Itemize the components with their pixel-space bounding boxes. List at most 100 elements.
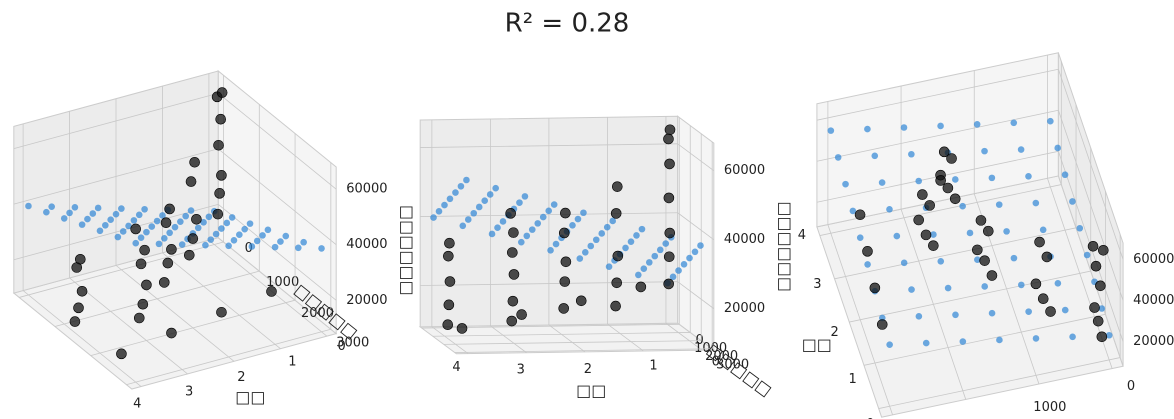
predicted-point xyxy=(205,213,213,221)
observed-point xyxy=(575,295,587,307)
observed-point xyxy=(935,175,946,186)
predicted-point xyxy=(834,154,842,161)
observed-point xyxy=(73,302,84,314)
predicted-point xyxy=(539,213,547,221)
predicted-point xyxy=(132,239,140,247)
chart-title: R² = 0.28 xyxy=(505,9,630,39)
predicted-point xyxy=(635,271,642,279)
observed-point xyxy=(443,299,455,311)
observed-point xyxy=(456,323,468,334)
observed-point xyxy=(508,227,519,238)
predicted-point xyxy=(178,241,186,248)
grid-line xyxy=(849,270,1091,323)
observed-point xyxy=(76,285,88,297)
observed-point xyxy=(444,276,456,287)
predicted-point xyxy=(177,218,184,225)
observed-point xyxy=(508,269,520,280)
observed-point xyxy=(130,223,142,235)
grid-line xyxy=(677,143,715,172)
predicted-point xyxy=(43,208,50,216)
z-tick-label: 40000 xyxy=(346,237,387,252)
observed-point xyxy=(506,315,518,327)
x-tick-label: 1 xyxy=(288,355,296,370)
observed-point xyxy=(560,256,572,268)
observed-point xyxy=(975,215,987,226)
predicted-point xyxy=(271,243,279,251)
grid-line xyxy=(863,313,1106,366)
predicted-point xyxy=(598,230,606,237)
predicted-point xyxy=(494,224,501,232)
observed-point xyxy=(1030,278,1042,290)
grid-line xyxy=(548,324,586,353)
predicted-point xyxy=(622,244,629,252)
grid-line xyxy=(677,281,715,309)
observed-point xyxy=(443,250,454,262)
grid-line xyxy=(816,109,1059,162)
predicted-point xyxy=(187,207,195,214)
predicted-point xyxy=(930,231,937,238)
predicted-point xyxy=(430,214,437,221)
z-tick-label: 60000 xyxy=(346,182,387,197)
observed-point xyxy=(216,170,227,181)
x-tick-label: 3 xyxy=(813,277,821,292)
predicted-point xyxy=(207,236,215,243)
predicted-point xyxy=(1032,335,1040,342)
observed-point xyxy=(663,251,675,263)
predicted-point xyxy=(587,242,595,250)
predicted-point xyxy=(1025,308,1032,315)
z-axis-label: □□□□□□ xyxy=(396,205,415,296)
observed-point xyxy=(1045,306,1056,317)
predicted-point xyxy=(1003,228,1010,235)
predicted-point xyxy=(966,229,974,237)
predicted-point xyxy=(475,203,483,211)
y-tick-label: 1000 xyxy=(1033,400,1066,415)
predicted-point xyxy=(952,311,959,319)
predicted-point xyxy=(640,265,648,272)
observed-point xyxy=(917,189,928,200)
observed-point xyxy=(214,188,225,199)
observed-point xyxy=(942,182,954,194)
observed-point xyxy=(1037,293,1049,305)
x-axis-label: □□ xyxy=(802,335,832,354)
pane xyxy=(677,115,715,351)
predicted-point xyxy=(609,217,617,225)
predicted-point xyxy=(1010,119,1018,127)
predicted-point xyxy=(1047,117,1054,125)
observed-point xyxy=(972,244,983,256)
grid-line xyxy=(443,340,702,345)
observed-point xyxy=(187,233,199,244)
predicted-point xyxy=(264,226,272,234)
predicted-point xyxy=(107,216,114,224)
y-tick-label: 0 xyxy=(245,241,253,256)
y-tick-label: 2000 xyxy=(705,349,738,364)
observed-point xyxy=(663,192,675,204)
observed-point xyxy=(928,240,939,251)
observed-point xyxy=(862,246,873,257)
predicted-point xyxy=(102,221,109,229)
observed-point xyxy=(213,139,224,151)
observed-point xyxy=(160,217,172,229)
predicted-point xyxy=(141,205,148,213)
predicted-point xyxy=(1061,306,1069,314)
predicted-point xyxy=(441,201,448,209)
observed-point xyxy=(635,281,647,293)
predicted-point xyxy=(915,177,923,185)
predicted-point xyxy=(223,219,231,227)
x-tick-label: 4 xyxy=(452,360,460,375)
grid-line xyxy=(162,252,281,350)
predicted-point xyxy=(521,193,529,200)
predicted-point xyxy=(581,248,589,256)
x-tick-label: 2 xyxy=(237,370,245,385)
predicted-point xyxy=(827,127,835,134)
predicted-point xyxy=(569,221,576,229)
predicted-point xyxy=(143,228,150,236)
predicted-point xyxy=(470,209,478,217)
predicted-point xyxy=(300,238,307,246)
predicted-point xyxy=(118,205,125,212)
subplot: 012340100020003000200004000060000□□□□□□□… xyxy=(418,115,792,400)
predicted-point xyxy=(1069,333,1076,341)
predicted-point xyxy=(194,224,202,232)
observed-point xyxy=(216,87,228,98)
predicted-point xyxy=(951,176,959,183)
